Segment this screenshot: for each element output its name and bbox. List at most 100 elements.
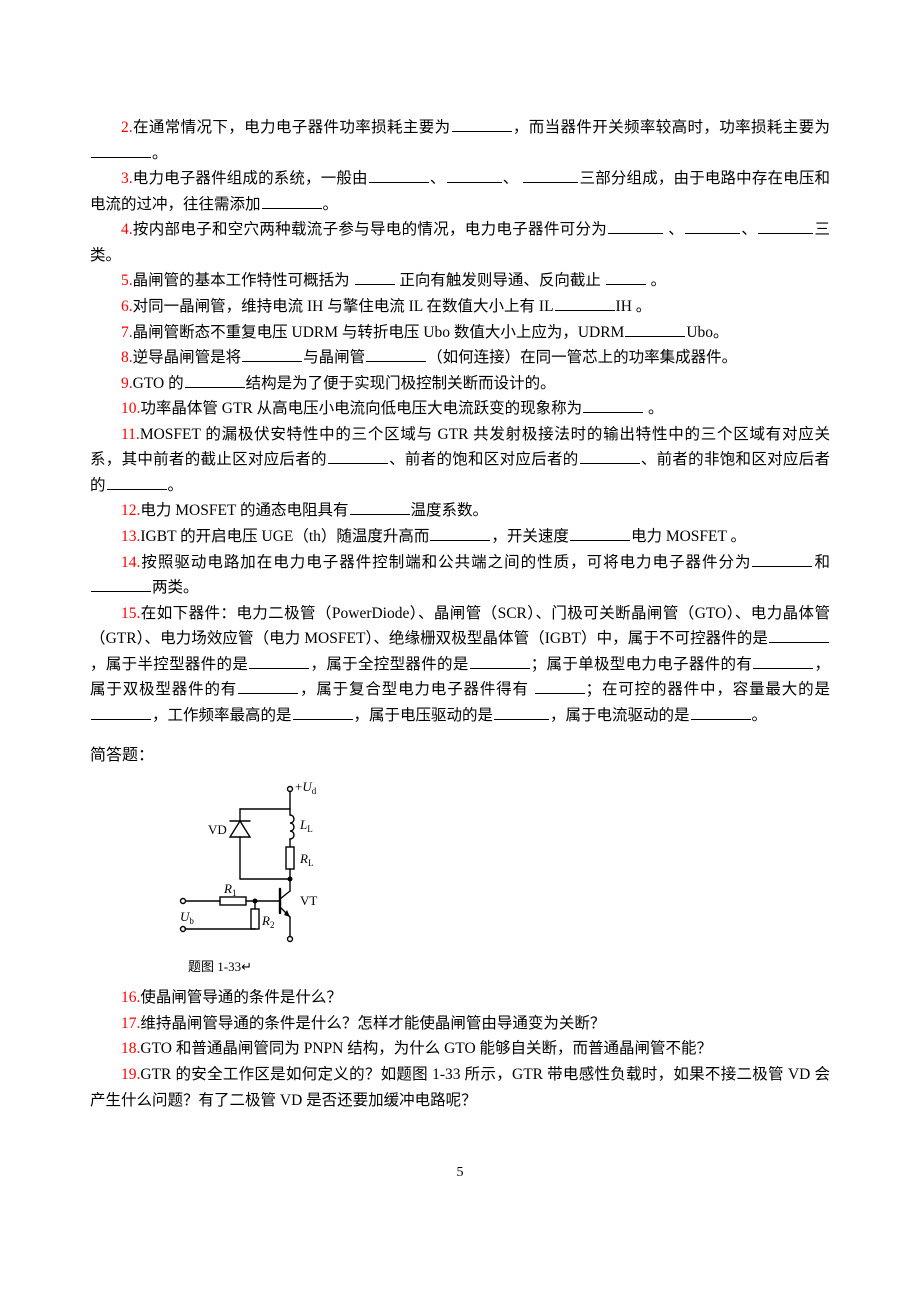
q6-b: IH 。 [616, 298, 652, 315]
q13-a: IGBT 的开启电压 UGE（th）随温度升高而 [140, 528, 429, 545]
qnum-9: 9. [121, 375, 133, 392]
blank [753, 653, 813, 669]
blank [691, 704, 751, 720]
qnum-17: 17. [121, 1015, 140, 1032]
q12-a: 电力 MOSFET 的通态电阻具有 [140, 502, 348, 519]
q7-b: Ubo。 [686, 324, 728, 341]
q5-a: 晶闸管的基本工作特性可概括为 [133, 272, 354, 289]
svg-text:LL: LL [299, 817, 313, 834]
q13-b: ，开关速度 [491, 528, 569, 545]
blank [238, 679, 298, 695]
q4-a: 按内部电子和空穴两种载流子参与导电的情况，电力电子器件可分为 [133, 221, 607, 238]
q18-a: GTO 和普通晶闸管同为 PNPN 结构，为什么 GTO 能够自关断，而普通晶闸… [140, 1040, 712, 1057]
q9-b: 结构是为了便于实现门极控制关断而设计的。 [246, 375, 556, 392]
blank [262, 193, 322, 209]
blank [242, 346, 302, 362]
question-11: 11.MOSFET 的漏极伏安特性中的三个区域与 GTR 共发射极接法时的输出特… [90, 422, 830, 499]
circuit-svg: +Ud VD LL RL R1 R2 VT Ub [160, 779, 350, 954]
question-10: 10.功率晶体管 GTR 从高电压小电流向低电压大电流跃变的现象称为 。 [90, 396, 830, 422]
question-12: 12.电力 MOSFET 的通态电阻具有温度系数。 [90, 498, 830, 524]
blank [752, 551, 812, 567]
blank [369, 167, 429, 183]
svg-text:R2: R2 [261, 913, 274, 930]
blank [555, 295, 615, 311]
q19-a: GTR 的安全工作区是如何定义的？如题图 1-33 所示，GTR 带电感性负载时… [90, 1066, 830, 1109]
blank [328, 449, 388, 465]
q15-h: ，工作频率最高的是 [152, 707, 292, 724]
lbl-vt: VT [300, 893, 317, 908]
q15-a: 在如下器件：电力二极管（PowerDiode）、晶闸管（SCR）、门极可关断晶闸… [90, 605, 830, 648]
q15-c: ，属于全控型器件的是 [310, 656, 469, 673]
qnum-14: 14. [121, 554, 140, 571]
blank [430, 525, 490, 541]
blank [91, 576, 151, 592]
blank [366, 346, 426, 362]
q5-b: 正向有触发则导通、反向截止 [396, 272, 605, 289]
qnum-8: 8. [121, 349, 133, 366]
q2-c: 。 [152, 145, 168, 162]
q4-c: 、 [741, 221, 757, 238]
q8-b: 与晶闸管 [303, 349, 365, 366]
q14-b: 和 [813, 554, 830, 571]
blank [758, 219, 813, 235]
question-17: 17.维持晶闸管导通的条件是什么？怎样才能使晶闸管由导通变为关断？ [90, 1011, 830, 1037]
blank [452, 116, 512, 132]
q3-e: 。 [323, 196, 339, 213]
section-heading-short-answer: 简答题： [90, 743, 830, 769]
q6-a: 对同一晶闸管，维持电流 IH 与擎住电流 IL 在数值大小上有 IL [133, 298, 554, 315]
svg-text:+Ud: +Ud [295, 779, 317, 796]
question-15: 15.在如下器件：电力二极管（PowerDiode）、晶闸管（SCR）、门极可关… [90, 601, 830, 729]
blank [293, 704, 353, 720]
blank [91, 704, 151, 720]
svg-text:RL: RL [299, 851, 313, 868]
q15-k: 。 [752, 707, 768, 724]
q3-b: 、 [430, 170, 446, 187]
lbl-r1-sub: 1 [232, 888, 237, 898]
lbl-ud-plus: + [295, 779, 302, 794]
q15-j: ，属于电流驱动的是 [550, 707, 690, 724]
document-page: 2.在通常情况下，电力电子器件功率损耗主要为，而当器件开关频率较高时，功率损耗主… [0, 0, 920, 1244]
blank [685, 219, 740, 235]
qnum-19: 19. [121, 1066, 140, 1083]
blank [494, 704, 549, 720]
q11-b: 、前者的饱和区对应后者的 [389, 451, 579, 468]
lbl-ll-sub: L [307, 824, 313, 834]
q8-a: 逆导晶闸管是将 [133, 349, 242, 366]
qnum-15: 15. [121, 605, 140, 622]
lbl-r1: R [223, 881, 232, 896]
blank [583, 397, 643, 413]
question-16: 16.使晶闸管导通的条件是什么？ [90, 985, 830, 1011]
qnum-13: 13. [121, 528, 140, 545]
q2-a: 在通常情况下，电力电子器件功率损耗主要为 [133, 119, 451, 136]
blank [249, 653, 309, 669]
q17-a: 维持晶闸管导通的条件是什么？怎样才能使晶闸管由导通变为关断？ [140, 1015, 605, 1032]
q15-b: ，属于半控型器件的是 [90, 656, 248, 673]
lbl-vd: VD [208, 822, 227, 837]
blank [523, 167, 578, 183]
lbl-r2: R [261, 913, 270, 928]
q12-b: 温度系数。 [411, 502, 489, 519]
qnum-6: 6. [121, 298, 133, 315]
blank [608, 219, 663, 235]
blank [535, 679, 585, 695]
q8-c: （如何连接）在同一管芯上的功率集成器件。 [427, 349, 737, 366]
svg-text:Ub: Ub [180, 909, 194, 926]
question-5: 5.晶闸管的基本工作特性可概括为 正向有触发则导通、反向截止 。 [90, 268, 830, 294]
fig-caption-suffix: ↵ [241, 959, 252, 974]
blank [570, 525, 630, 541]
question-7: 7.晶闸管断态不重复电压 UDRM 与转折电压 Ubo 数值大小上应为，UDRM… [90, 320, 830, 346]
question-14: 14.按照驱动电路加在电力电子器件控制端和公共端之间的性质，可将电力电子器件分为… [90, 550, 830, 601]
qnum-4: 4. [121, 221, 133, 238]
question-6: 6.对同一晶闸管，维持电流 IH 与擎住电流 IL 在数值大小上有 IL IH 。 [90, 294, 830, 320]
qnum-16: 16. [121, 989, 140, 1006]
figure-caption: 题图 1-33↵ [188, 956, 350, 977]
qnum-3: 3. [121, 170, 133, 187]
q15-d: ；属于单极型电力电子器件的有 [531, 656, 752, 673]
q13-c: 电力 MOSFET 。 [631, 528, 746, 545]
q5-c: 。 [647, 272, 666, 289]
q3-c: 、 [503, 170, 519, 187]
question-4: 4.按内部电子和空穴两种载流子参与导电的情况，电力电子器件可分为 、、三类。 [90, 217, 830, 268]
fig-caption-text: 题图 1-33 [188, 959, 241, 974]
blank [769, 628, 829, 644]
blank [625, 321, 685, 337]
